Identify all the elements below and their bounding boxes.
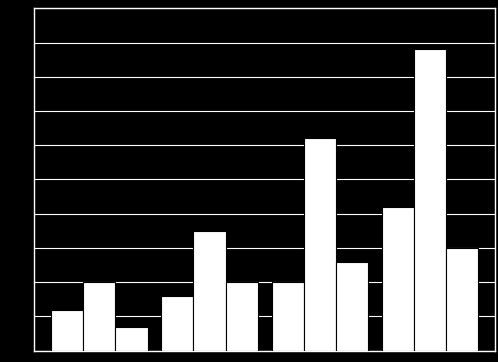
Bar [226,282,258,351]
Bar [414,49,446,351]
Bar [336,262,368,351]
Bar [161,296,194,351]
Bar [304,138,336,351]
Bar [271,282,304,351]
Bar [116,327,147,351]
Bar [51,310,83,351]
Bar [83,282,116,351]
Bar [194,231,226,351]
Bar [381,207,414,351]
Bar [446,248,478,351]
